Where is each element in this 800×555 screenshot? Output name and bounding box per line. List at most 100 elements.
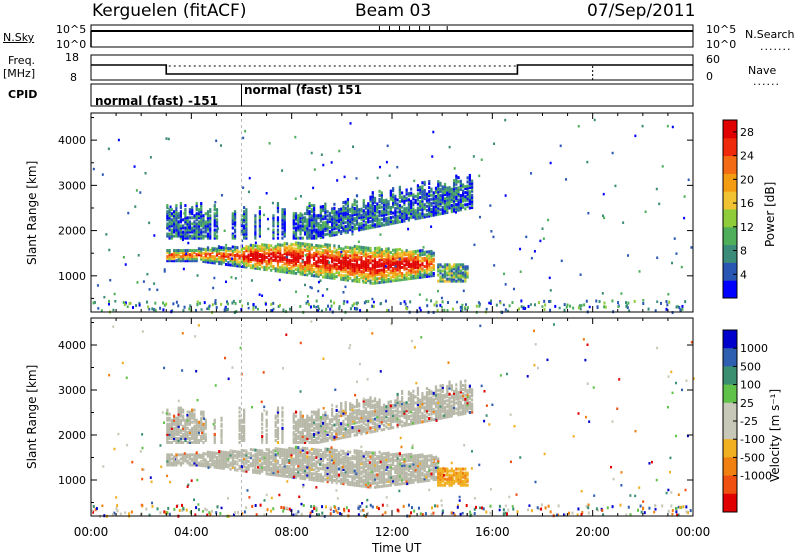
noise-point [543,237,545,240]
echo-cell [288,245,290,248]
echo-cell [182,415,184,418]
noise-point [134,205,136,208]
echo-cell [462,204,464,207]
echo-cell [453,179,455,182]
noise-point [499,301,501,304]
noise-point [224,230,226,233]
echo-cell [338,265,340,268]
echo-cell [453,263,455,266]
noise-point [589,306,591,309]
echo-cell [349,208,351,211]
echo-cell [171,253,173,256]
echo-cell [356,480,358,483]
echo-cell [354,482,356,485]
echo-cell [180,453,182,456]
echo-cell [333,203,335,206]
echo-cell [439,263,441,266]
noise-point [578,125,580,128]
echo-cell [182,249,184,252]
echo-cell [202,231,204,234]
echo-cell [175,417,177,420]
echo-cell [313,472,315,475]
echo-cell [442,265,444,268]
noise-point [265,303,267,306]
echo-cell [171,457,173,460]
noise-point [344,176,346,179]
noise-point [503,304,505,307]
noise-point [155,309,157,312]
echo-cell [169,249,171,252]
noise-point [346,300,348,303]
echo-cell [209,214,211,217]
echo-cell [439,194,441,197]
noise-point [342,291,344,294]
echo-cell [401,462,403,465]
echo-cell [451,188,453,191]
echo-cell [342,248,344,251]
echo-cell [421,459,423,462]
echo-cell [259,253,261,256]
echo-cell [374,197,376,200]
echo-cell [200,248,202,251]
echo-cell [293,212,295,215]
echo-cell [387,217,389,220]
echo-cell [415,199,417,202]
noise-point [461,309,463,312]
noise-point [423,246,425,249]
echo-cell [250,448,252,451]
echo-cell [209,249,211,252]
echo-cell [430,198,432,201]
echo-cell [261,413,263,416]
noise-point [150,156,152,159]
noise-point [231,257,233,260]
echo-cell [426,193,428,196]
echo-cell [297,446,299,449]
noise-point [430,194,432,197]
echo-cell [392,267,394,270]
noise-point [170,206,172,209]
noise-point [307,300,309,303]
echo-cell [313,274,315,277]
noise-point [114,293,116,296]
noise-point [614,185,616,188]
echo-cell [205,220,207,223]
echo-cell [175,249,177,252]
echo-cell [356,245,358,248]
echo-cell [216,456,218,459]
echo-cell [338,451,340,454]
echo-cell [299,458,301,461]
echo-cell [412,455,414,458]
echo-cell [259,463,261,466]
noise-point [310,305,312,308]
echo-cell [318,214,320,217]
echo-cell [392,475,394,478]
echo-cell [381,191,383,194]
noise-point [156,289,158,292]
noise-point [583,303,585,306]
echo-cell [279,464,281,467]
echo-cell [369,482,371,485]
noise-point [626,304,628,307]
echo-cell [356,450,358,453]
noise-point [331,305,333,308]
noise-point [197,300,199,303]
noise-point [139,304,141,307]
echo-cell [286,449,288,452]
echo-cell [408,217,410,220]
echo-cell [308,243,310,246]
echo-cell [378,246,380,249]
echo-cell [410,200,412,203]
echo-cell [263,266,265,269]
echo-cell [178,220,180,223]
echo-cell [428,479,430,482]
echo-cell [392,253,394,256]
echo-cell [372,259,374,262]
echo-cell [238,250,240,253]
noise-point [267,218,269,221]
echo-cell [320,467,322,470]
echo-cell [360,450,362,453]
echo-cell [324,249,326,252]
echo-cell [421,181,423,184]
y-tick-label: 1000 [58,270,86,283]
echo-cell [428,250,430,253]
